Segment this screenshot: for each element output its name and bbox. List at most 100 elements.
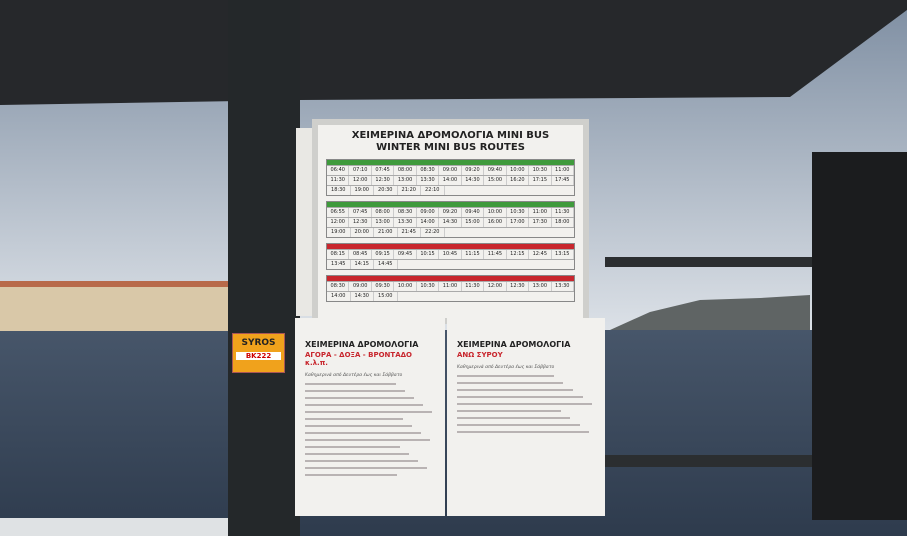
- time-cell: 11:30: [462, 282, 485, 291]
- hill: [610, 295, 810, 330]
- time-cell: 09:40: [462, 208, 485, 217]
- time-cell: 08:30: [417, 166, 440, 175]
- time-cell: 14:45: [374, 260, 398, 269]
- time-cell: 21:00: [374, 228, 398, 237]
- tables: 06:40 07:10 07:45 08:00 08:30 09:00 09:20 09:40…: [326, 159, 575, 302]
- text-line: [457, 424, 580, 426]
- time-cell: 10:00: [484, 208, 507, 217]
- time-cell: 14:15: [351, 260, 374, 269]
- text-line: [305, 467, 428, 469]
- text-line: [305, 383, 396, 385]
- time-cell: 17:00: [507, 218, 530, 227]
- time-cell: 13:30: [552, 282, 574, 291]
- time-cell: 14:30: [439, 218, 462, 227]
- text-line: [457, 417, 571, 419]
- time-cell: 19:00: [351, 186, 374, 195]
- pier: [0, 518, 300, 536]
- building: [0, 283, 232, 331]
- time-cell: 11:00: [552, 166, 574, 175]
- text-line: [305, 432, 421, 434]
- time-cell: 07:45: [372, 166, 395, 175]
- time-cell: 06:55: [327, 208, 350, 217]
- time-cell: 09:15: [372, 250, 395, 259]
- table-row: 11:30 12:00 12:30 13:00 13:30 14:00 14:30 15:00…: [327, 175, 574, 185]
- text-line: [305, 411, 433, 413]
- timetable: 08:15 08:45 09:15 09:45 10:15 10:45 11:15 11:45…: [326, 243, 575, 270]
- time-cell: 08:15: [327, 250, 350, 259]
- time-cell: 08:45: [349, 250, 372, 259]
- time-cell: 13:30: [417, 176, 440, 185]
- time-cell: 15:00: [374, 292, 398, 301]
- time-cell: 06:40: [327, 166, 350, 175]
- time-cell: 09:40: [484, 166, 507, 175]
- text-line: [457, 389, 573, 391]
- time-cell: 14:00: [417, 218, 440, 227]
- route: ΑΓΟΡΑ - ΔΟΞΑ - ΒΡΟΝΤΑΔΟ κ.λ.π.: [305, 351, 412, 367]
- time-cell: 17:45: [552, 176, 574, 185]
- table-row: 13:45 14:15 14:45: [327, 259, 574, 269]
- time-cell: 11:30: [552, 208, 574, 217]
- timetable: 06:55 07:45 08:00 08:30 09:00 09:20 09:40 10:00…: [326, 201, 575, 238]
- text-line: [305, 425, 412, 427]
- time-cell: 16:00: [484, 218, 507, 227]
- lines: [457, 375, 595, 433]
- time-cell: 12:45: [529, 250, 552, 259]
- sticker: SYROS BK222: [232, 333, 285, 373]
- time-cell: 18:30: [327, 186, 351, 195]
- time-cell: 15:00: [462, 218, 485, 227]
- note: Καθημερινά από Δευτέρα έως και Σάββατο: [305, 373, 403, 378]
- time-cell: 12:30: [507, 282, 530, 291]
- time-cell: 12:30: [349, 218, 372, 227]
- table-row: 14:00 14:30 15:00: [327, 291, 574, 301]
- time-cell: 12:15: [507, 250, 530, 259]
- text-line: [457, 410, 561, 412]
- timetable-sign: ΧΕΙΜΕΡΙΝΑ ΔΡΟΜΟΛΟΓΙΑ MINI BUS WINTER MIN…: [318, 125, 583, 318]
- roof: [0, 281, 232, 287]
- time-cell: 22:10: [421, 186, 445, 195]
- time-cell: 09:20: [439, 208, 462, 217]
- time-cell: 13:15: [552, 250, 574, 259]
- sign-side: [296, 128, 318, 316]
- time-cell: 19:00: [327, 228, 351, 237]
- time-cell: 10:30: [529, 166, 552, 175]
- text-line: [305, 453, 409, 455]
- time-cell: 12:30: [372, 176, 395, 185]
- table-header: [327, 160, 574, 165]
- time-cell: 08:00: [372, 208, 395, 217]
- table-header: [327, 276, 574, 281]
- time-cell: 09:30: [372, 282, 395, 291]
- time-cell: 09:20: [462, 166, 485, 175]
- table-header: [327, 244, 574, 249]
- note: Καθημερινά από Δευτέρα έως και Σάββατο: [457, 365, 555, 370]
- time-cell: 08:30: [327, 282, 350, 291]
- time-cell: 11:00: [439, 282, 462, 291]
- time-cell: 17:30: [529, 218, 552, 227]
- time-cell: 12:00: [484, 282, 507, 291]
- time-cell: 08:30: [394, 208, 417, 217]
- table-row: 19:00 20:00 21:00 21:45 22:20: [327, 227, 574, 237]
- time-cell: 13:00: [529, 282, 552, 291]
- sign-title: ΧΕΙΜΕΡΙΝΑ ΔΡΟΜΟΛΟΓΙΑ: [305, 340, 419, 349]
- time-cell: 12:00: [349, 176, 372, 185]
- text-line: [457, 403, 593, 405]
- time-cell: 12:00: [327, 218, 350, 227]
- time-cell: 09:00: [417, 208, 440, 217]
- table-row: 08:30 09:00 09:30 10:00 10:30 11:00 11:30 12:00…: [327, 281, 574, 291]
- sticker-code: BK222: [236, 352, 281, 360]
- sign-title: ΧΕΙΜΕΡΙΝΑ ΔΡΟΜΟΛΟΓΙΑ: [457, 340, 571, 349]
- time-cell: 10:45: [439, 250, 462, 259]
- table-row: 08:15 08:45 09:15 09:45 10:15 10:45 11:15 11:45…: [327, 249, 574, 259]
- text-line: [305, 474, 398, 476]
- sign-title: ΧΕΙΜΕΡΙΝΑ ΔΡΟΜΟΛΟΓΙΑ MINI BUS: [351, 130, 550, 141]
- rail: [605, 257, 907, 267]
- text-line: [305, 460, 419, 462]
- text-line: [457, 396, 583, 398]
- time-cell: 21:45: [398, 228, 421, 237]
- time-cell: 20:30: [374, 186, 398, 195]
- time-cell: 09:45: [394, 250, 417, 259]
- time-cell: 18:00: [552, 218, 574, 227]
- route: ΑΝΩ ΣΥΡΟΥ: [457, 351, 503, 359]
- time-cell: 09:00: [439, 166, 462, 175]
- time-cell: 10:30: [507, 208, 530, 217]
